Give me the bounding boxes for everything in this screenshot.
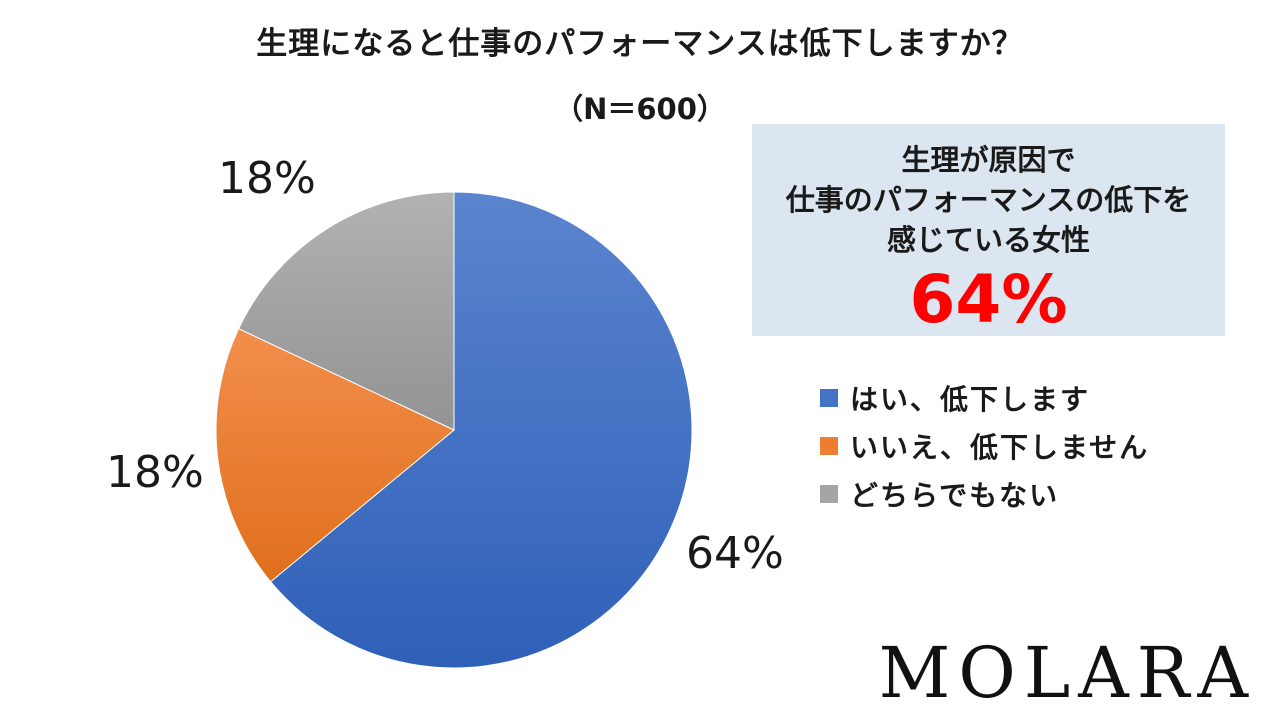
slice-label-no: 18% bbox=[106, 447, 204, 498]
pie-slice-neither bbox=[237, 191, 455, 431]
callout-line-2: 仕事のパフォーマンスの低下を bbox=[785, 183, 1192, 217]
legend-item-yes: はい、低下します bbox=[820, 374, 1149, 422]
legend-item-no: いいえ、低下しません bbox=[820, 422, 1149, 470]
slice-label-neither: 18% bbox=[218, 153, 316, 204]
callout-line-3: 感じている女性 bbox=[886, 223, 1090, 257]
legend: はい、低下します いいえ、低下しません どちらでもない bbox=[820, 374, 1149, 518]
legend-swatch-no bbox=[820, 437, 838, 455]
legend-swatch-yes bbox=[820, 389, 838, 407]
callout-line-1: 生理が原因で bbox=[901, 143, 1076, 177]
legend-item-neither: どちらでもない bbox=[820, 470, 1149, 518]
molara-logo: MOLARA bbox=[878, 632, 1256, 714]
highlight-callout: 生理が原因で 仕事のパフォーマンスの低下を 感じている女性 64% bbox=[752, 124, 1225, 338]
legend-label-no: いいえ、低下しません bbox=[850, 431, 1150, 464]
legend-label-neither: どちらでもない bbox=[850, 479, 1060, 512]
pie-slice-yes bbox=[269, 191, 693, 669]
legend-swatch-neither bbox=[820, 485, 838, 503]
chart-title: 生理になると仕事のパフォーマンスは低下しますか？ bbox=[256, 26, 1024, 62]
callout-value: 64% bbox=[909, 261, 1068, 338]
slice-label-yes: 64% bbox=[686, 528, 784, 579]
legend-label-yes: はい、低下します bbox=[850, 383, 1091, 416]
pie-slice-no bbox=[215, 327, 455, 583]
sample-size: （N＝600） bbox=[554, 92, 726, 126]
